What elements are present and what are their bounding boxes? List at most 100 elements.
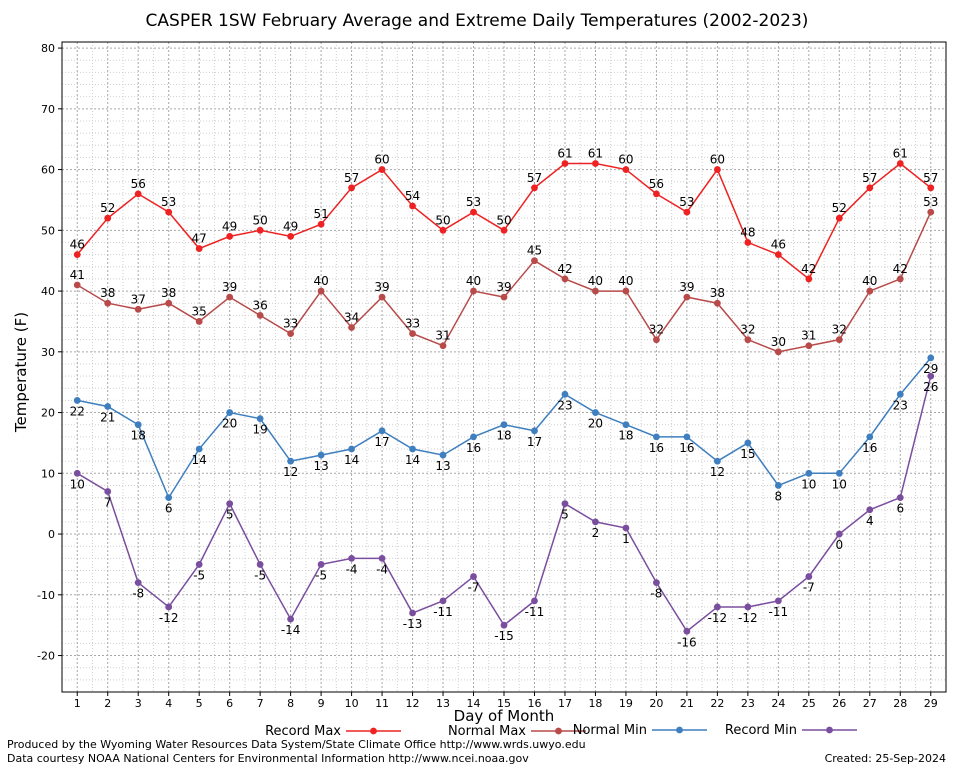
data-point [409,330,416,337]
data-point [470,573,477,580]
x-tick-label: 26 [832,697,846,710]
data-point [348,445,355,453]
x-tick-label: 8 [287,697,294,710]
data-label: 57 [862,171,877,185]
data-label: 40 [466,274,481,288]
data-point [653,190,660,198]
data-point [531,257,538,265]
data-label: 37 [131,292,146,306]
data-label: 8 [775,489,783,503]
y-tick-label: 70 [41,103,55,116]
y-axis-label: Temperature (F) [12,312,30,433]
data-label: 46 [70,238,85,252]
data-point [439,226,447,234]
data-point [531,427,538,435]
data-point [348,554,355,562]
data-label: -12 [738,611,758,625]
data-label: 13 [435,459,450,473]
data-point [165,208,173,216]
legend-item-record-max: Record Max [265,724,401,739]
x-tick-label: 18 [588,697,602,710]
data-point [774,482,782,489]
data-point [378,166,386,173]
legend-item-record-min: Record Min [725,723,857,738]
data-point [805,469,813,477]
data-point [500,293,508,301]
data-label: 15 [740,447,755,461]
data-point [104,488,112,495]
data-point [104,214,112,222]
y-tick-label: 20 [41,407,55,420]
data-point [226,232,234,240]
data-point [805,275,813,283]
data-label: 16 [466,441,481,455]
data-point [683,208,691,216]
data-point [866,287,874,295]
data-point [165,299,173,307]
data-point [653,336,660,344]
data-point [592,518,599,526]
data-label: -4 [376,562,388,576]
x-tick-label: 4 [165,697,172,710]
series-lines [73,160,935,635]
y-tick-label: 0 [48,528,55,541]
data-point [104,299,112,307]
y-tick-label: 80 [41,42,55,55]
legend-swatch-marker [555,727,562,735]
data-label: 61 [588,146,603,160]
data-label: 38 [100,286,115,300]
x-tick-label: 15 [497,697,511,710]
data-label: 5 [226,508,234,522]
series-record-min [73,372,935,635]
data-label: 29 [923,362,938,376]
data-label: 50 [252,213,267,227]
data-label: 42 [801,262,816,276]
data-label: 16 [679,441,694,455]
footer-created-date: Created: 25-Sep-2024 [825,752,946,765]
data-label: 39 [374,280,389,294]
data-label: -12 [159,611,179,625]
data-label: 40 [313,274,328,288]
x-tick-label: 9 [318,697,325,710]
data-point [622,166,630,173]
data-label: 13 [313,459,328,473]
data-label: 22 [70,404,85,418]
data-point [866,433,874,441]
data-point [866,184,874,192]
data-label: 12 [710,465,725,479]
data-label: -4 [346,562,358,576]
x-tick-label: 29 [924,697,938,710]
footer-credit-line1: Produced by the Wyoming Water Resources … [7,738,586,751]
x-tick-label: 10 [345,697,359,710]
data-point [134,421,142,429]
data-point [73,281,81,289]
data-point [317,287,325,295]
data-point [378,427,386,435]
data-point [774,251,782,259]
data-label: 23 [557,398,572,412]
x-tick-label: 6 [226,697,233,710]
data-point [348,324,355,331]
data-label: 49 [222,219,237,233]
data-label: 45 [527,244,542,258]
data-point [409,609,416,617]
data-point [835,530,843,538]
data-point [866,506,874,514]
data-point [835,336,843,344]
series-normal-min [73,354,935,502]
x-tick-label: 21 [680,697,694,710]
data-point [287,330,295,337]
data-point [256,311,264,319]
data-label: 30 [771,335,786,349]
x-axis-label: Day of Month [454,707,555,725]
data-point [500,421,508,429]
x-tick-label: 23 [741,697,755,710]
data-label: 26 [923,380,938,394]
legend-item-normal-max: Normal Max [448,724,586,739]
data-label: 10 [70,477,85,491]
data-label: 7 [104,496,112,510]
data-label: -7 [803,581,815,595]
data-label: 16 [649,441,664,455]
data-point [927,208,935,216]
data-point [927,184,935,192]
